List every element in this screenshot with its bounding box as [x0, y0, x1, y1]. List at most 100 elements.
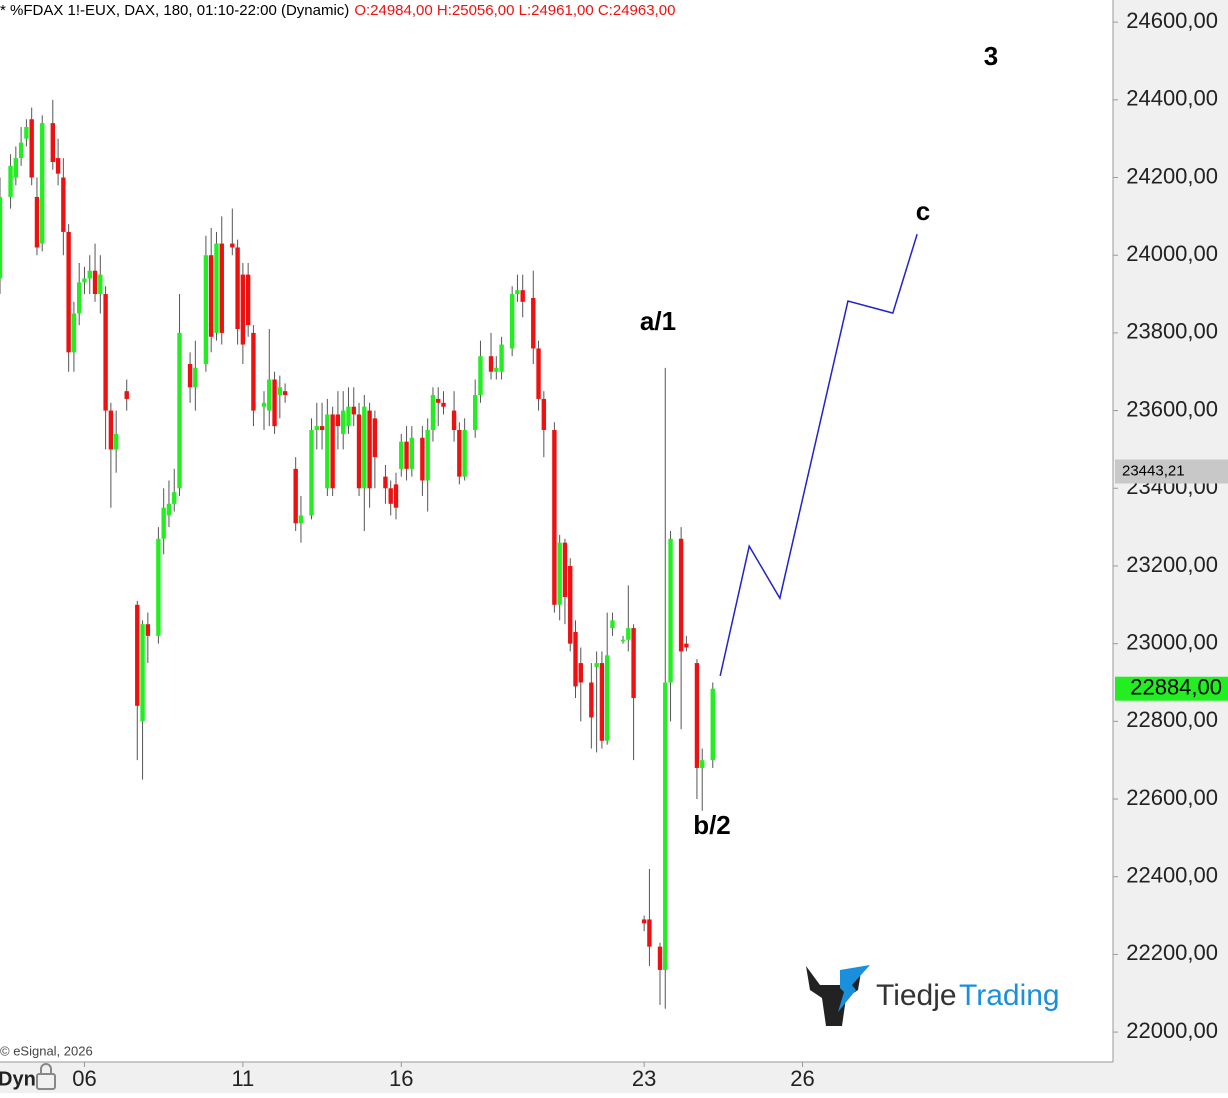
candle-body	[272, 379, 277, 427]
candle-body	[388, 488, 393, 504]
candle-body	[372, 418, 378, 458]
candle-body	[230, 243, 235, 248]
candle-body	[203, 255, 209, 364]
x-tick-label: 26	[790, 1066, 814, 1091]
candle-body	[82, 278, 87, 283]
candle-body	[457, 430, 462, 477]
candle-body	[166, 503, 172, 516]
candle-body	[367, 410, 372, 489]
chart-title-row: * %FDAX 1!-EUX, DAX, 180, 01:10-22:00 (D…	[0, 2, 675, 19]
candle-body	[208, 255, 214, 337]
candle-body	[298, 515, 304, 524]
candle-body	[531, 297, 536, 349]
candle-body	[441, 402, 446, 407]
candle-body	[604, 655, 610, 741]
logo-text-2: Trading	[959, 979, 1060, 1012]
candle-body	[684, 643, 689, 648]
candle-body	[156, 538, 161, 636]
candle-body	[50, 123, 55, 162]
candle-body	[647, 919, 652, 947]
candle-body	[594, 663, 599, 667]
candle-body	[0, 196, 3, 279]
candle-body	[599, 663, 605, 741]
candle-body	[214, 243, 219, 333]
y-tick-label: 22600,00	[1126, 785, 1218, 810]
candle-body	[568, 565, 573, 644]
price-marker-label: 22884,00	[1130, 675, 1222, 700]
chart-subtitle: O:24984,00 H:25056,00 L:24961,00 C:24963…	[354, 2, 675, 19]
candle-body	[509, 294, 515, 349]
y-tick-label: 24200,00	[1126, 163, 1218, 188]
wave-label: 3	[984, 41, 998, 71]
candle-body	[145, 624, 151, 636]
candle-body	[24, 127, 29, 139]
wave-label: c	[916, 196, 930, 226]
candle-body	[694, 663, 700, 768]
candle-body	[98, 274, 103, 295]
logo-text-1: Tiedje	[876, 979, 957, 1012]
candle-body	[383, 476, 388, 489]
candle-body	[578, 663, 583, 683]
projection-line	[719, 234, 918, 677]
y-tick-label: 23800,00	[1126, 319, 1218, 344]
candle-body	[309, 430, 314, 516]
candle-body	[261, 402, 267, 407]
price-marker-label: 23443,21	[1122, 462, 1185, 479]
candle-body	[34, 196, 40, 248]
candle-body	[641, 919, 647, 924]
candle-body	[140, 624, 145, 722]
candle-body	[293, 468, 298, 524]
candle-body	[319, 426, 325, 431]
candle-body	[8, 165, 13, 197]
candle-body	[552, 430, 557, 605]
y-tick-label: 24600,00	[1126, 8, 1218, 33]
candle-body	[472, 395, 478, 431]
candle-body	[219, 243, 224, 333]
y-axis-band	[1113, 0, 1228, 1093]
candle-body	[700, 760, 705, 768]
candle-body	[678, 538, 684, 652]
candle-body	[710, 688, 715, 761]
candle-body	[346, 406, 351, 427]
candle-body	[626, 628, 631, 640]
x-tick-label: 23	[632, 1066, 656, 1091]
candle-body	[631, 628, 636, 699]
candle-body	[103, 294, 108, 411]
candle-body	[55, 158, 61, 174]
wave-label: a/1	[640, 306, 676, 336]
candle-body	[330, 414, 335, 489]
x-tick-label: 06	[72, 1066, 96, 1091]
candle-body	[657, 946, 663, 970]
candle-body	[462, 430, 467, 477]
candle-body	[557, 542, 562, 605]
price-marker	[1115, 676, 1228, 701]
candle-body	[325, 414, 330, 489]
candle-body	[187, 363, 193, 388]
candle-body	[425, 430, 430, 481]
candle-body	[520, 290, 525, 302]
y-tick-label: 23000,00	[1126, 629, 1218, 654]
candle-body	[356, 414, 362, 489]
candle-body	[18, 142, 24, 159]
candle-body	[451, 410, 457, 431]
candle-body	[314, 426, 319, 431]
y-tick-label: 22800,00	[1126, 707, 1218, 732]
candle-body	[71, 313, 77, 353]
candle-body	[494, 367, 499, 372]
candle-body	[108, 410, 114, 450]
candle-body	[245, 274, 251, 326]
candle-body	[240, 274, 246, 345]
candle-body	[277, 387, 283, 396]
candle-body	[172, 492, 177, 504]
candle-body	[124, 391, 129, 399]
y-tick-label: 22400,00	[1126, 863, 1218, 888]
y-tick-label: 22000,00	[1126, 1018, 1218, 1043]
candle-body	[420, 437, 425, 481]
candle-body	[668, 538, 673, 683]
y-tick-label: 23200,00	[1126, 552, 1218, 577]
candle-body	[92, 270, 98, 295]
logo: Tiedje Trading	[806, 965, 1060, 1026]
y-tick-label: 24400,00	[1126, 86, 1218, 111]
candle-body	[335, 414, 341, 427]
